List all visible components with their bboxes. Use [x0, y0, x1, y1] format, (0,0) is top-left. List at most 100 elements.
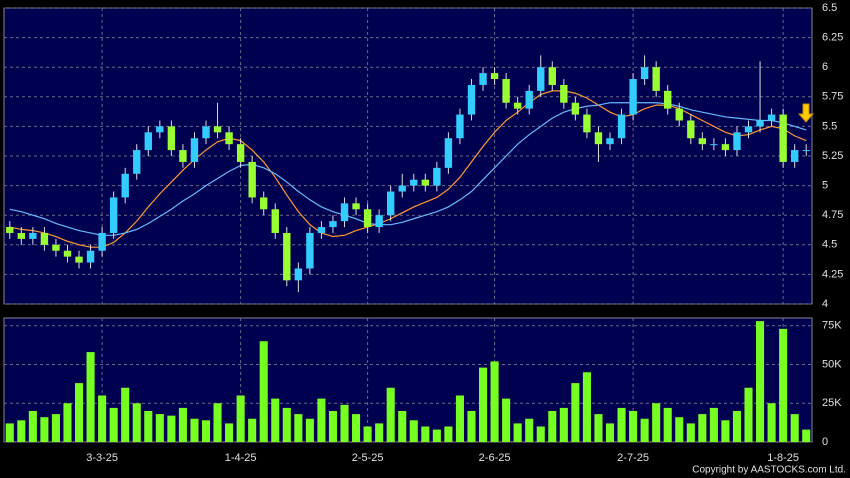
- candle-body: [271, 209, 279, 233]
- candle-body: [513, 102, 522, 109]
- volume-bar: [201, 420, 211, 442]
- candle-body: [167, 126, 176, 151]
- candle-body: [571, 102, 580, 115]
- volume-bar: [582, 372, 591, 442]
- candle-body: [537, 67, 545, 91]
- x-tick-label: 1-4-25: [225, 452, 257, 464]
- volume-bar: [398, 411, 407, 442]
- x-tick-label: 1-8-25: [767, 452, 799, 464]
- volume-bar: [732, 411, 742, 442]
- volume-bar: [478, 367, 488, 442]
- volume-bar: [490, 361, 499, 442]
- candle-body: [721, 144, 730, 151]
- candle-body: [433, 167, 441, 186]
- volume-bar: [548, 411, 557, 442]
- candle-body: [133, 150, 141, 174]
- candle-body: [202, 126, 210, 139]
- candle-body: [744, 126, 753, 133]
- volume-bar: [305, 418, 314, 442]
- candle-body: [375, 215, 383, 228]
- candle-body: [75, 256, 83, 263]
- volume-bar: [225, 423, 234, 442]
- candle-body: [560, 84, 568, 103]
- volume-bar: [40, 417, 49, 442]
- volume-bar: [363, 426, 372, 442]
- volume-bar: [259, 341, 268, 442]
- y-tick-label: 5.75: [822, 91, 843, 103]
- volume-bar: [63, 403, 72, 442]
- volume-bar: [756, 321, 765, 442]
- candle-body: [317, 227, 326, 233]
- candle-body: [386, 191, 395, 216]
- candle-body: [790, 150, 799, 162]
- candle-body: [467, 84, 476, 115]
- volume-bar: [767, 403, 776, 442]
- volume-bar: [51, 414, 60, 442]
- y-tick-label: 4: [822, 298, 828, 310]
- volume-bar: [132, 403, 141, 442]
- candle-body: [479, 73, 487, 85]
- candle-body: [675, 108, 683, 121]
- candle-body: [490, 73, 499, 80]
- volume-bar: [536, 426, 545, 442]
- y-tick-label: 6: [822, 61, 828, 73]
- y-tick-label: 4.75: [822, 209, 843, 221]
- volume-bar: [86, 352, 95, 442]
- volume-bar: [721, 420, 730, 442]
- volume-bar: [178, 407, 187, 442]
- volume-bar: [271, 398, 280, 442]
- x-tick-label: 2-5-25: [352, 452, 384, 464]
- y-tick-label: 5: [822, 180, 828, 192]
- y-tick-label: 4.25: [822, 268, 843, 280]
- candle-body: [52, 244, 60, 251]
- volume-tick-label: 25K: [822, 397, 842, 409]
- candle-body: [40, 232, 49, 245]
- volume-bar: [236, 395, 245, 442]
- candle-body: [260, 197, 268, 210]
- volume-bar: [698, 414, 707, 442]
- candle-body: [29, 232, 37, 239]
- volume-bar: [455, 395, 464, 442]
- candle-body: [294, 268, 303, 281]
- candle-body: [190, 138, 199, 162]
- candle-body: [17, 232, 26, 239]
- volume-bar: [121, 387, 130, 442]
- volume-bar: [652, 403, 661, 442]
- candle-body: [179, 150, 187, 162]
- volume-bar: [513, 423, 522, 442]
- candle-body: [109, 197, 118, 233]
- candle-body: [398, 185, 406, 192]
- moving-average-line: [9, 102, 807, 236]
- volume-tick-label: 0: [822, 436, 828, 448]
- volume-tick-label: 50K: [822, 358, 842, 370]
- y-tick-label: 4.5: [822, 239, 837, 251]
- volume-bar: [629, 411, 638, 442]
- volume-bar: [571, 383, 580, 442]
- arrow-marker: [797, 103, 815, 123]
- volume-bar: [675, 417, 684, 442]
- candle-body: [802, 150, 810, 152]
- candle-body: [698, 138, 707, 145]
- candle-body: [502, 79, 510, 103]
- candle-body: [213, 126, 222, 133]
- x-tick-label: 3-3-25: [86, 452, 118, 464]
- candle-body: [63, 250, 72, 257]
- candle-body: [687, 120, 695, 139]
- candle-body: [733, 132, 741, 151]
- volume-bar: [432, 429, 441, 442]
- candle-body: [98, 232, 106, 251]
- volume-bar: [352, 414, 361, 442]
- volume-bar: [5, 423, 14, 442]
- candle-body: [629, 79, 637, 115]
- candle-body: [306, 232, 314, 269]
- volume-bar: [779, 328, 788, 442]
- candle-body: [606, 138, 614, 145]
- volume-bar: [17, 420, 26, 442]
- volume-bar: [294, 414, 303, 442]
- candle-body: [144, 132, 152, 151]
- volume-bar: [98, 395, 107, 442]
- volume-bar: [155, 414, 164, 442]
- candle-body: [756, 120, 764, 127]
- volume-bar: [109, 407, 118, 442]
- volume-bar: [802, 429, 811, 442]
